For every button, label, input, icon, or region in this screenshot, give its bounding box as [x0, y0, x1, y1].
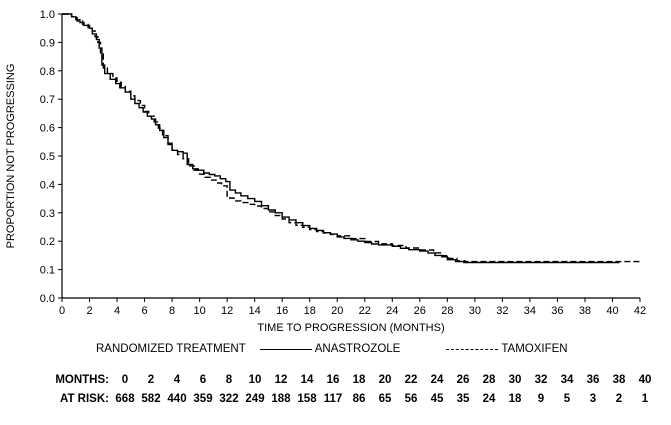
- risk-month-value: 32: [534, 374, 548, 386]
- risk-month-value: 38: [612, 374, 626, 386]
- risk-month-value: 8: [225, 374, 233, 386]
- risk-month-value: 0: [121, 374, 129, 386]
- x-tick-label: 32: [496, 305, 508, 317]
- x-tick-label: 10: [193, 305, 205, 317]
- risk-atrisk-value: 18: [508, 393, 522, 405]
- risk-month-value: 12: [274, 374, 288, 386]
- x-tick-label: 6: [142, 305, 148, 317]
- dashed-line-sample-icon: [446, 348, 499, 350]
- y-tick-label: 0.3: [40, 208, 55, 220]
- risk-atrisk-value: 3: [589, 393, 597, 405]
- x-tick-label: 4: [114, 305, 120, 317]
- risk-atrisk-value: 158: [297, 393, 317, 405]
- risk-month-value: 28: [482, 374, 496, 386]
- risk-atrisk-value: 5: [563, 393, 571, 405]
- risk-atrisk-value: 56: [404, 393, 418, 405]
- risk-month-value: 26: [456, 374, 470, 386]
- x-tick-label: 12: [221, 305, 233, 317]
- risk-atrisk-value: 24: [482, 393, 496, 405]
- x-tick-label: 38: [579, 305, 591, 317]
- risk-atrisk-value: 249: [245, 393, 265, 405]
- months-cells: 0 2 4 6 8 10 12 14 16 18 20 22 24 26 28 30 32 34 36 38 40: [112, 371, 658, 390]
- risk-month-value: 2: [147, 374, 155, 386]
- x-tick-label: 24: [386, 305, 398, 317]
- risk-atrisk-value: 582: [141, 393, 161, 405]
- legend-title: RANDOMIZED TREATMENT: [96, 343, 246, 355]
- y-axis-title: PROPORTION NOT PROGRESSING: [5, 64, 17, 249]
- risk-month-value: 30: [508, 374, 522, 386]
- y-tick-label: 0.4: [40, 179, 55, 191]
- x-tick-label: 18: [304, 305, 316, 317]
- risk-atrisk-value: 1: [641, 393, 649, 405]
- y-tick-label: 0.5: [40, 151, 55, 163]
- risk-table: MONTHS: 0 2 4 6 8 10 12 14 16 18 20 22 24 26 28 30 32 34 3…: [0, 371, 671, 409]
- y-tick-label: 0.1: [40, 265, 55, 277]
- months-row-label: MONTHS:: [55, 374, 109, 386]
- legend-label-tamoxifen: TAMOXIFEN: [501, 343, 568, 355]
- legend: RANDOMIZED TREATMENT ANASTROZOLE TAMOXIF…: [0, 341, 671, 357]
- risk-month-value: 6: [199, 374, 207, 386]
- risk-month-value: 22: [404, 374, 418, 386]
- x-tick-label: 28: [441, 305, 453, 317]
- km-chart: PROPORTION NOT PROGRESSING TIME TO PROGR…: [5, 9, 646, 334]
- x-tick-label: 26: [414, 305, 426, 317]
- risk-atrisk-value: 668: [115, 393, 135, 405]
- curve-tamoxifen: [62, 13, 640, 263]
- risk-atrisk-value: 2: [615, 393, 623, 405]
- risk-month-value: 40: [638, 374, 652, 386]
- x-tick-label: 16: [276, 305, 288, 317]
- risk-atrisk-value: 359: [193, 393, 213, 405]
- x-tick-label: 2: [86, 305, 92, 317]
- y-tick-label: 0.7: [40, 94, 55, 106]
- risk-atrisk-value: 440: [167, 393, 187, 405]
- x-tick-label: 40: [606, 305, 618, 317]
- x-tick-label: 36: [551, 305, 563, 317]
- risk-atrisk-value: 45: [430, 393, 444, 405]
- risk-month-value: 36: [586, 374, 600, 386]
- risk-atrisk-value: 35: [456, 393, 470, 405]
- risk-month-value: 18: [352, 374, 366, 386]
- y-tick-label: 0.2: [40, 236, 55, 248]
- x-tick-label: 22: [359, 305, 371, 317]
- risk-atrisk-value: 117: [323, 393, 343, 405]
- risk-month-value: 24: [430, 374, 444, 386]
- y-tick-label: 1.0: [40, 9, 55, 21]
- atrisk-row-label: AT RISK:: [60, 393, 109, 405]
- risk-atrisk-value: 86: [352, 393, 366, 405]
- atrisk-cells: 668 582 440 359 322 249 188 158 117 86 65 56 45 35 24 1…: [112, 390, 658, 409]
- x-tick-label: 42: [634, 305, 646, 317]
- y-tick-label: 0.0: [40, 293, 55, 305]
- risk-atrisk-value: 9: [537, 393, 545, 405]
- risk-month-value: 10: [248, 374, 262, 386]
- x-tick-label: 20: [331, 305, 343, 317]
- risk-month-value: 20: [378, 374, 392, 386]
- risk-atrisk-row: AT RISK: 668 582 440 359 322 249 188 158 117 86 65…: [0, 390, 671, 409]
- solid-line-sample-icon: [259, 348, 312, 350]
- risk-atrisk-value: 65: [378, 393, 392, 405]
- x-tick-label: 0: [59, 305, 65, 317]
- risk-atrisk-value: 188: [271, 393, 291, 405]
- risk-months-row: MONTHS: 0 2 4 6 8 10 12 14 16 18 20 22 24 26 28 30 32 34 3…: [0, 371, 671, 390]
- x-axis-title: TIME TO PROGRESSION (MONTHS): [257, 322, 444, 334]
- risk-month-value: 14: [300, 374, 314, 386]
- y-tick-label: 0.8: [40, 66, 55, 78]
- legend-label-anastrozole: ANASTROZOLE: [314, 343, 401, 355]
- x-tick-label: 8: [169, 305, 175, 317]
- y-tick-label: 0.6: [40, 123, 55, 135]
- x-tick-label: 30: [469, 305, 481, 317]
- x-tick-label: 14: [249, 305, 261, 317]
- risk-month-value: 34: [560, 374, 574, 386]
- km-plot-area: PROPORTION NOT PROGRESSING TIME TO PROGR…: [5, 9, 646, 334]
- y-tick-label: 0.9: [40, 37, 55, 49]
- risk-month-value: 4: [173, 374, 181, 386]
- risk-month-value: 16: [326, 374, 340, 386]
- x-tick-label: 34: [524, 305, 536, 317]
- curve-anastrozole: [62, 13, 620, 264]
- risk-atrisk-value: 322: [219, 393, 239, 405]
